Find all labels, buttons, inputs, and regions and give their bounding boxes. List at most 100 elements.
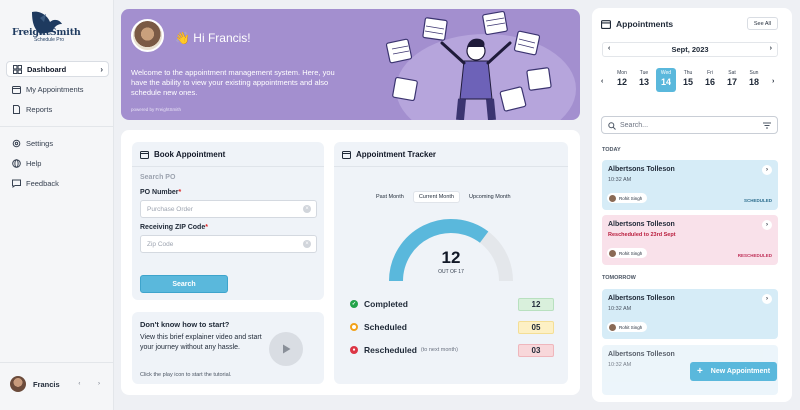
stat-value: 12 <box>518 297 554 311</box>
sidebar-item-label: My Appointments <box>26 84 84 94</box>
chevron-right-icon[interactable]: › <box>769 45 772 52</box>
panel-title-label: Appointment Tracker <box>356 150 437 159</box>
play-icon <box>283 344 291 354</box>
sidebar-item-dashboard[interactable]: Dashboard › <box>6 61 109 77</box>
divider <box>0 126 114 127</box>
day-item[interactable]: Fri 16 <box>700 68 720 92</box>
sidebar-item-help[interactable]: Help <box>6 155 109 171</box>
appointment-card[interactable]: Albertsons Tolleson Rescheduled to 23rd … <box>602 215 778 265</box>
calendar-icon <box>342 151 351 159</box>
appointment-card[interactable]: Albertsons Tolleson 10:32 AM Rohit Singh… <box>602 289 778 339</box>
divider <box>334 166 568 167</box>
day-item-selected[interactable]: Wed 14 <box>656 68 676 92</box>
avatar <box>609 249 616 257</box>
chevron-right-icon[interactable]: › <box>772 78 775 85</box>
calendar-icon <box>140 151 149 159</box>
expand-icon[interactable]: ‹ › <box>78 381 108 387</box>
avatar <box>10 376 26 392</box>
sidebar-item-reports[interactable]: Reports <box>6 101 109 117</box>
zip-code-label: Receiving ZIP Code* <box>140 224 208 231</box>
day-strip: ‹ Mon 12 Tue 13 Wed 14 Thu 15 Fri 16 Sat 17 Su… <box>600 68 784 98</box>
see-all-button[interactable]: See All <box>746 17 778 30</box>
sidebar-item-settings[interactable]: Settings <box>6 135 109 151</box>
day-date: 12 <box>616 77 627 87</box>
sidebar-item-label: Help <box>26 158 42 168</box>
po-number-placeholder: Purchase Order <box>147 205 193 213</box>
day-date: 18 <box>748 77 759 87</box>
sidebar-item-label: Dashboard <box>27 64 67 74</box>
book-appointment-title: Book Appointment <box>140 150 225 159</box>
chevron-right-icon[interactable]: › <box>762 294 772 304</box>
search-po-heading: Search PO <box>140 174 176 181</box>
day-item[interactable]: Mon 12 <box>612 68 632 92</box>
secondary-nav: Settings Help Feedback <box>6 135 109 195</box>
check-icon: ✓ <box>350 300 358 308</box>
filter-icon[interactable] <box>763 122 771 129</box>
chevron-right-icon[interactable]: › <box>762 165 772 175</box>
tutorial-hint: Click the play icon to start the tutoria… <box>140 372 232 378</box>
status-badge: RESCHEDULED <box>737 253 772 258</box>
user-profile[interactable]: Francis ‹ › <box>10 374 108 394</box>
brand-subtitle: Schedule Pro <box>34 37 65 43</box>
sidebar-item-my-appointments[interactable]: My Appointments <box>6 81 109 97</box>
clear-icon[interactable]: × <box>303 240 311 248</box>
po-number-input[interactable]: Purchase Order × <box>140 200 317 218</box>
day-item[interactable]: Sun 18 <box>744 68 764 92</box>
gauge-fill <box>389 219 489 282</box>
sidebar-item-label: Feedback <box>26 178 59 188</box>
chevron-left-icon[interactable]: ‹ <box>601 78 604 85</box>
divider <box>132 166 324 167</box>
appointment-time: 10:32 AM <box>608 362 632 368</box>
month-selector: ‹ Sept, 2023 › <box>602 42 778 57</box>
chevron-right-icon[interactable]: › <box>762 220 772 230</box>
tab-current-month[interactable]: Current Month <box>412 191 460 203</box>
book-appointment-panel: Book Appointment Search PO PO Number* Pu… <box>132 142 324 300</box>
day-name: Wed <box>660 70 672 76</box>
appointment-time: 10:32 AM <box>608 177 632 183</box>
day-date: 15 <box>682 77 693 87</box>
stat-label: Rescheduled <box>364 345 417 355</box>
document-icon <box>11 104 21 114</box>
appointment-card[interactable]: Albertsons Tolleson 10:32 AM Rohit Singh… <box>602 160 778 210</box>
day-date: 14 <box>660 77 671 87</box>
celebration-illustration-icon <box>385 10 576 120</box>
zip-code-input[interactable]: Zip Code × <box>140 235 317 253</box>
appointment-time: Rescheduled to 23rd Sept <box>608 232 676 238</box>
appointments-search-input[interactable]: Search... <box>601 116 778 134</box>
assignee-name: Rohit Singh <box>619 195 643 201</box>
stat-rescheduled: ● Rescheduled (to next month) 03 <box>350 343 554 357</box>
new-appointment-button[interactable]: + New Appointment <box>690 362 777 381</box>
sidebar-item-feedback[interactable]: Feedback <box>6 175 109 191</box>
day-item[interactable]: Sat 17 <box>722 68 742 92</box>
day-name: Mon <box>617 70 627 76</box>
gauge-caption: OUT OF 17 <box>438 269 464 275</box>
appointments-title-label: Appointments <box>616 19 674 29</box>
tracker-tabs: Past Month Current Month Upcoming Month <box>371 191 516 203</box>
gear-icon <box>11 138 21 148</box>
dashboard-icon <box>12 64 22 74</box>
day-item[interactable]: Tue 13 <box>634 68 654 92</box>
appointment-name: Albertsons Tolleson <box>608 166 675 173</box>
day-item[interactable]: Thu 15 <box>678 68 698 92</box>
chevron-left-icon[interactable]: ‹ <box>608 45 611 52</box>
tomorrow-label: TOMORROW <box>602 275 636 281</box>
assignee-chip: Rohit Singh <box>607 322 648 332</box>
primary-nav: Dashboard › My Appointments Reports <box>6 61 109 121</box>
stat-note: (to next month) <box>420 347 458 353</box>
calendar-icon <box>601 20 611 29</box>
appointment-name: Albertsons Tolleson <box>608 221 675 228</box>
avatar <box>131 19 164 52</box>
po-number-label-text: PO Number <box>140 189 179 196</box>
stat-value: 03 <box>518 343 554 357</box>
search-button[interactable]: Search <box>140 275 228 293</box>
brand-name: FreightSmith <box>12 27 81 38</box>
tab-past-month[interactable]: Past Month <box>376 194 404 200</box>
assignee-chip: Rohit Singh <box>607 193 648 203</box>
search-placeholder: Search... <box>620 121 649 129</box>
avatar <box>609 323 616 331</box>
tab-upcoming-month[interactable]: Upcoming Month <box>468 194 511 200</box>
sidebar-item-label: Reports <box>26 104 53 114</box>
tutorial-title: Don't know how to start? <box>140 320 230 329</box>
play-button[interactable] <box>269 332 303 366</box>
clear-icon[interactable]: × <box>303 205 311 213</box>
